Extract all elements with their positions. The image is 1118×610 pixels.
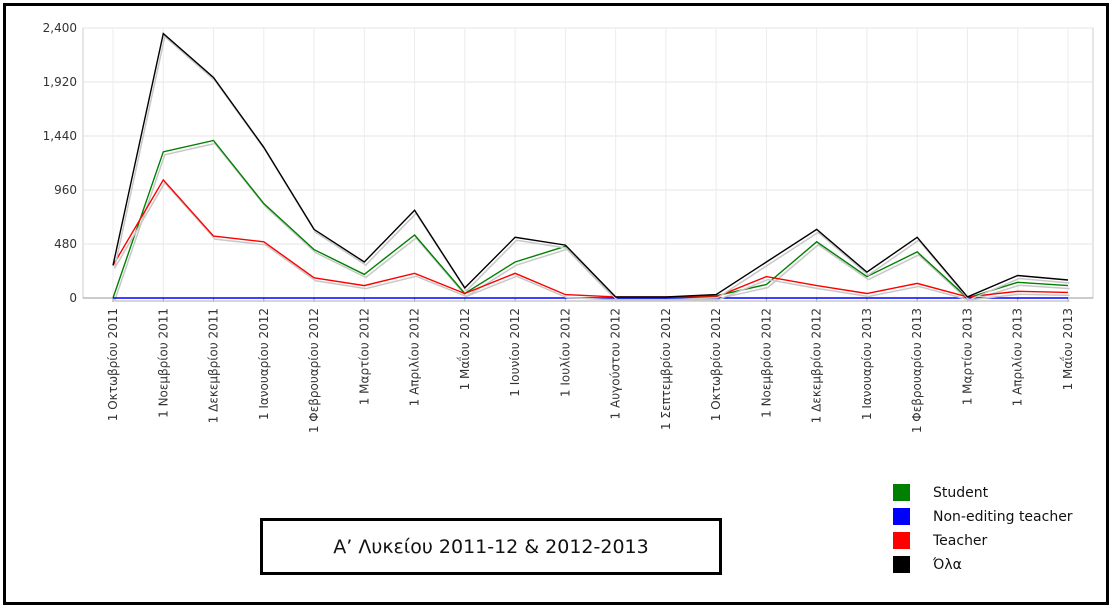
x-tick-label: 1 Δεκεμβρίου 2011 [207,308,221,423]
grid [83,28,1093,298]
legend-label: Όλα [932,557,962,573]
caption-text: Α’ Λυκείου 2011-12 & 2012-2013 [333,536,648,558]
chart-frame: 0 480 960 1,440 1,920 2,400 1 Οκτωβρίου 2011 1… [3,3,1109,605]
legend-label: Non-editing teacher [933,509,1073,525]
legend-swatch [893,508,910,525]
legend-label: Teacher [932,533,988,549]
x-tick-label: 1 Μαΐου 2012 [457,308,472,390]
x-tick-label: 1 Οκτωβρίου 2011 [106,308,120,421]
x-tick-label: 1 Απριλίου 2012 [408,308,422,406]
x-tick-label: 1 Φεβρουαρίου 2013 [910,308,924,433]
y-tick-label: 1,440 [43,129,77,143]
y-tick-label: 960 [54,183,77,197]
series-line-3 [113,34,1068,297]
legend: Student Non-editing teacher Teacher Όλα [893,484,1073,573]
y-tick-label: 2,400 [43,21,77,35]
series-shadow [115,144,1070,302]
x-tick-label: 1 Μαρτίου 2013 [960,308,974,405]
x-tick-label: 1 Σεπτεμβρίου 2012 [659,308,673,430]
x-axis: 1 Οκτωβρίου 2011 1 Νοεμβρίου 2011 1 Δεκεμβ… [83,298,1093,433]
x-tick-label: 1 Οκτωβρίου 2012 [709,308,723,421]
x-tick-label: 1 Απριλίου 2013 [1011,308,1025,406]
x-tick-label: 1 Μαρτίου 2012 [357,308,371,405]
x-tick-label: 1 Αυγούστου 2012 [609,308,623,419]
x-tick-label: 1 Ιανουαρίου 2012 [257,308,271,420]
series-lines [113,34,1070,301]
y-tick-label: 0 [69,291,77,305]
legend-label: Student [933,485,989,501]
legend-swatch [893,556,910,573]
series-line-2 [113,180,1068,297]
y-tick-label: 480 [54,237,77,251]
legend-swatch [893,484,910,501]
x-tick-label: 1 Νοεμβρίου 2012 [759,308,773,418]
legend-swatch [893,532,910,549]
x-tick-label: 1 Φεβρουαρίου 2012 [307,308,321,433]
y-tick-label: 1,920 [43,75,77,89]
x-tick-label: 1 Ιανουαρίου 2013 [860,308,874,420]
x-tick-label: 1 Μαΐου 2013 [1060,308,1075,390]
chart-caption: Α’ Λυκείου 2011-12 & 2012-2013 [260,518,722,575]
y-axis: 0 480 960 1,440 1,920 2,400 [43,21,77,305]
x-tick-label: 1 Ιουλίου 2012 [558,308,572,397]
plot-area [83,28,1093,298]
x-tick-label: 1 Νοεμβρίου 2011 [156,308,170,418]
x-tick-label: 1 Ιουνίου 2012 [508,308,522,397]
x-tick-label: 1 Δεκεμβρίου 2012 [810,308,824,423]
